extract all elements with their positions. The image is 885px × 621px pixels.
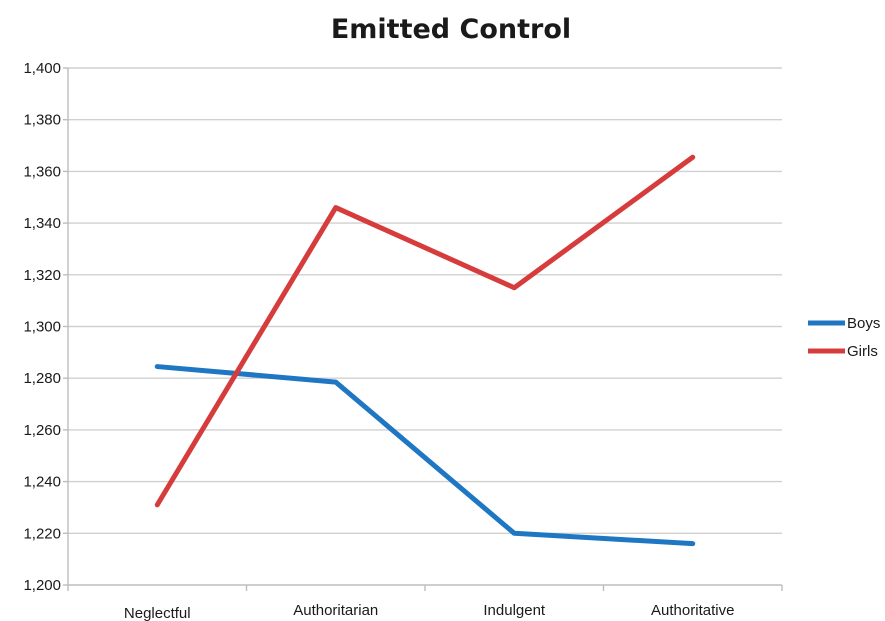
y-tick-label: 1,240 [23, 474, 61, 491]
x-tick-label: Neglectful [124, 605, 191, 621]
x-tick-label: Authoritarian [293, 602, 378, 619]
y-tick-label: 1,360 [23, 163, 61, 180]
y-tick-label: 1,220 [23, 525, 61, 542]
legend: Boys Girls [808, 315, 880, 360]
x-axis-tick-labels: Neglectful Authoritarian Indulgent Authorit… [124, 602, 735, 621]
y-tick-label: 1,380 [23, 112, 61, 129]
legend-label-girls: Girls [847, 343, 878, 360]
series-lines [154, 154, 696, 547]
gridlines [68, 67, 782, 534]
y-tick-label: 1,340 [23, 215, 61, 232]
axes [63, 67, 783, 591]
x-tick-label: Authoritative [651, 602, 734, 619]
series-line-boys [154, 364, 696, 547]
y-axis-tick-labels: 1,200 1,220 1,240 1,260 1,280 1,300 1,320 1,340… [23, 60, 61, 594]
y-tick-label: 1,200 [23, 577, 61, 594]
y-tick-label: 1,300 [23, 319, 61, 336]
y-tick-label: 1,280 [23, 370, 61, 387]
y-tick-label: 1,320 [23, 267, 61, 284]
series-line-girls [154, 154, 696, 508]
y-tick-label: 1,260 [23, 422, 61, 439]
legend-label-boys: Boys [847, 315, 880, 332]
chart-title: Emitted Control [331, 14, 571, 45]
x-tick-label: Indulgent [483, 602, 546, 619]
y-tick-label: 1,400 [23, 60, 61, 77]
